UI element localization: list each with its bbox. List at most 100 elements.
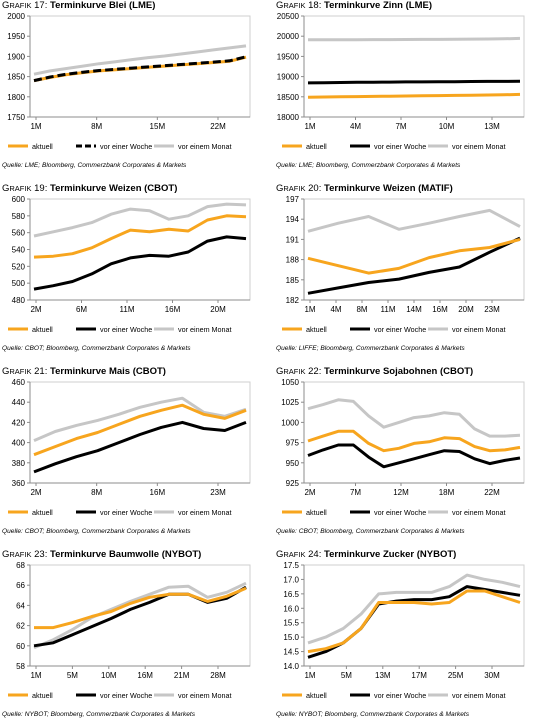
series-line-woche xyxy=(307,79,521,85)
series-line-aktuell xyxy=(307,237,521,275)
x-tick-label: 28M xyxy=(210,671,226,680)
series-line-aktuell xyxy=(33,55,247,83)
y-tick-label: 520 xyxy=(12,262,26,271)
y-tick-label: 16.0 xyxy=(283,604,299,613)
x-tick-label: 23M xyxy=(484,305,500,314)
chart-title: GRAFIK 22: Terminkurve Sojabohnen (CBOT) xyxy=(276,366,474,377)
chart-title: GRAFIK 24: Terminkurve Zucker (NYBOT) xyxy=(276,549,457,560)
x-tick-label: 1M xyxy=(304,305,315,314)
legend-label-woche: vor einer Woche xyxy=(100,142,152,151)
chart-source: Quelle: CBOT; Bloomberg, Commerzbank Cor… xyxy=(2,345,191,352)
line-chart: 480 500 520 540 560 580 600 2M 6M 11M 16M 20M aktuel… xyxy=(8,195,251,334)
x-tick-label: 12M xyxy=(393,488,409,497)
y-tick-label: 182 xyxy=(286,296,300,305)
x-tick-label: 15M xyxy=(150,122,166,131)
y-tick-label: 194 xyxy=(286,215,300,224)
legend-label-aktuell: aktuell xyxy=(306,508,327,517)
legend-label-woche: vor einer Woche xyxy=(374,325,426,334)
chart-title: GRAFIK 18: Terminkurve Zinn (LME) xyxy=(276,0,433,11)
y-tick-label: 19500 xyxy=(277,52,300,61)
series-line-monat xyxy=(307,208,521,233)
series-line-woche xyxy=(307,236,521,295)
y-tick-label: 60 xyxy=(16,642,25,651)
x-tick-label: 20M xyxy=(458,305,474,314)
y-tick-label: 58 xyxy=(16,662,25,671)
series-line-aktuell xyxy=(33,214,247,259)
x-tick-label: 10M xyxy=(439,122,455,131)
x-tick-label: 18M xyxy=(439,488,455,497)
chart-source: Quelle: NYBOT; Bloomberg, Commerzbank Co… xyxy=(276,711,469,718)
legend-label-monat: vor einem Monat xyxy=(178,691,232,700)
y-tick-label: 925 xyxy=(286,479,300,488)
x-tick-label: 8M xyxy=(91,488,102,497)
y-tick-label: 1025 xyxy=(281,398,299,407)
chart-panel-zinn: GRAFIK 18: Terminkurve Zinn (LME) 18000 1… xyxy=(276,0,531,175)
x-tick-label: 4M xyxy=(350,122,361,131)
x-tick-label: 16M xyxy=(432,305,448,314)
legend-label-aktuell: aktuell xyxy=(32,691,53,700)
y-tick-label: 380 xyxy=(12,459,26,468)
y-tick-label: 580 xyxy=(12,212,26,221)
line-chart: 58 60 62 64 66 68 1M 5M 10M 16M 21M 28M aktuell vor e… xyxy=(8,561,251,700)
x-tick-label: 1M xyxy=(304,671,315,680)
y-tick-label: 15.5 xyxy=(283,619,299,628)
plot-frame xyxy=(29,564,251,667)
y-tick-label: 600 xyxy=(12,195,26,204)
line-chart: 925 950 975 1000 1025 1050 2M 7M 12M 18M 22M aktuel… xyxy=(281,378,525,517)
x-tick-label: 16M xyxy=(150,488,166,497)
y-tick-label: 19000 xyxy=(277,73,300,82)
chart-source: Quelle: LIFFE; Bloomberg, Commerzbank Co… xyxy=(276,345,465,352)
legend-label-woche: vor einer Woche xyxy=(100,691,152,700)
x-tick-label: 17M xyxy=(411,671,427,680)
x-tick-label: 22M xyxy=(210,122,226,131)
chart-source: Quelle: LME; Bloomberg, Commerzbank Corp… xyxy=(2,162,187,169)
line-chart: 1750 1800 1850 1900 1950 2000 1M 8M 15M 22M aktuel… xyxy=(7,12,251,151)
x-tick-label: 8M xyxy=(91,122,102,131)
x-tick-label: 8M xyxy=(356,305,367,314)
series-line-woche xyxy=(307,443,521,469)
y-tick-label: 68 xyxy=(16,561,25,570)
line-chart: 182 185 188 191 194 197 1M 4M 8M 11M 14M 16M 20M 23M a… xyxy=(282,195,525,334)
y-tick-label: 1950 xyxy=(7,32,25,41)
y-tick-label: 360 xyxy=(12,479,26,488)
plot-frame xyxy=(303,15,525,118)
series-line-aktuell xyxy=(307,429,521,453)
plot-frame xyxy=(29,381,251,484)
x-tick-label: 1M xyxy=(30,122,41,131)
legend-label-woche: vor einer Woche xyxy=(374,508,426,517)
x-tick-label: 7M xyxy=(395,122,406,131)
legend-label-aktuell: aktuell xyxy=(32,508,53,517)
legend-label-woche: vor einer Woche xyxy=(374,691,426,700)
y-tick-label: 950 xyxy=(286,459,300,468)
x-tick-label: 20M xyxy=(210,305,226,314)
x-tick-label: 11M xyxy=(120,305,135,314)
y-tick-label: 185 xyxy=(286,276,300,285)
chart-title: GRAFIK 20: Terminkurve Weizen (MATIF) xyxy=(276,183,453,194)
chart-panel-mais: GRAFIK 21: Terminkurve Mais (CBOT) 360 38… xyxy=(2,366,257,541)
x-tick-label: 7M xyxy=(350,488,361,497)
line-chart: 14.0 14.5 15.0 15.5 16.0 16.5 17.0 17.5 1M 5M 13M 1… xyxy=(282,561,525,700)
y-tick-label: 560 xyxy=(12,229,26,238)
x-tick-label: 5M xyxy=(67,671,78,680)
y-tick-label: 20500 xyxy=(277,12,300,21)
x-tick-label: 16M xyxy=(137,671,153,680)
y-tick-label: 440 xyxy=(12,398,26,407)
series-line-aktuell xyxy=(33,403,247,457)
x-tick-label: 11M xyxy=(381,305,396,314)
x-tick-label: 16M xyxy=(165,305,181,314)
legend-label-aktuell: aktuell xyxy=(306,142,327,151)
y-tick-label: 14.5 xyxy=(283,648,299,657)
chart-title: GRAFIK 21: Terminkurve Mais (CBOT) xyxy=(2,366,166,377)
x-tick-label: 6M xyxy=(76,305,87,314)
y-tick-label: 1850 xyxy=(7,73,25,82)
line-chart: 18000 18500 19000 19500 20000 20500 1M 4M 7M 10M 1… xyxy=(277,12,525,151)
y-tick-label: 66 xyxy=(16,581,25,590)
x-tick-label: 4M xyxy=(330,305,341,314)
y-tick-label: 14.0 xyxy=(283,662,299,671)
y-tick-label: 188 xyxy=(286,256,300,265)
x-tick-label: 21M xyxy=(174,671,190,680)
x-tick-label: 2M xyxy=(304,488,315,497)
chart-panel-sojabohnen: GRAFIK 22: Terminkurve Sojabohnen (CBOT)… xyxy=(276,366,531,541)
chart-panel-zucker: GRAFIK 24: Terminkurve Zucker (NYBOT) 14… xyxy=(276,549,531,724)
series-line-aktuell xyxy=(307,92,521,99)
